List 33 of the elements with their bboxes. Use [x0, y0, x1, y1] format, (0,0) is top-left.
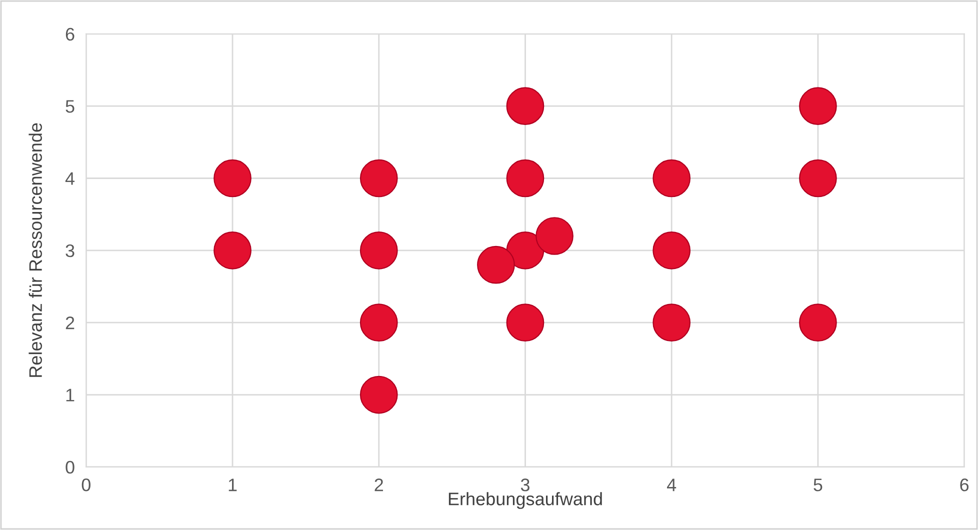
y-tick-label: 4 [65, 172, 75, 185]
y-tick-label: 3 [66, 244, 74, 258]
x-tick-label: 4 [666, 478, 676, 492]
point [799, 87, 837, 126]
point [360, 231, 398, 270]
point [360, 304, 398, 342]
point [652, 231, 691, 270]
point [506, 159, 544, 198]
y-tick-label: 0 [66, 460, 74, 474]
x-axis-title: Erhebungsaufwand [448, 492, 602, 509]
point [652, 304, 691, 342]
x-tick-label: 2 [374, 478, 383, 492]
x-tick-label: 3 [520, 478, 530, 492]
point [506, 87, 544, 126]
point [652, 159, 691, 198]
y-tick-label: 5 [66, 100, 74, 113]
point [360, 376, 398, 414]
point [214, 231, 252, 270]
x-tick-label: 0 [82, 478, 90, 492]
point [360, 159, 398, 198]
point [214, 159, 252, 198]
x-tick-label: 6 [960, 478, 969, 492]
y-tick-label: 6 [66, 28, 74, 41]
point [799, 159, 837, 198]
point [477, 246, 515, 284]
y-tick-label: 2 [66, 316, 74, 330]
x-tick-label: 1 [228, 478, 237, 492]
point [536, 217, 574, 255]
x-tick-label: 5 [814, 478, 822, 492]
point [506, 304, 544, 342]
point [799, 304, 837, 342]
y-axis-title: Relevanz für Ressourcenwende [28, 123, 42, 377]
y-tick-label: 1 [66, 388, 74, 402]
